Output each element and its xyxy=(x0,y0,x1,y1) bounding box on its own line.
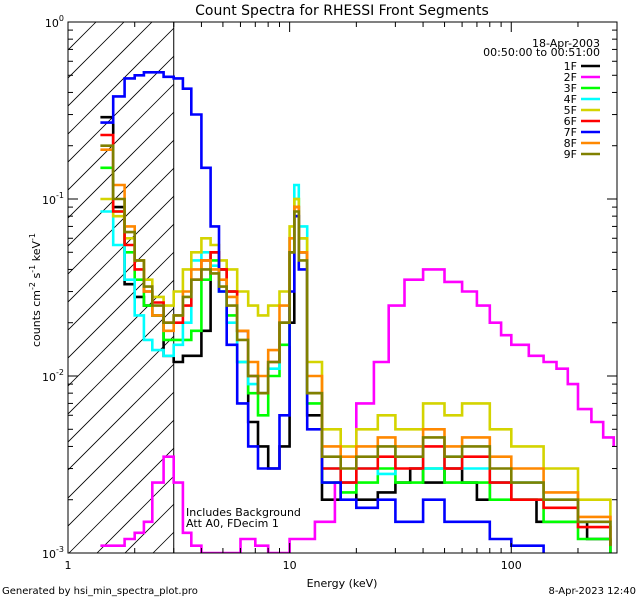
legend-label-5F: 5F xyxy=(564,104,577,117)
y-axis-label: counts cm-2 s-1 keV-1 xyxy=(28,233,43,347)
legend-label-7F: 7F xyxy=(564,126,577,139)
y-label-exp-2: -1 xyxy=(28,265,37,273)
annotation-background: Includes Background xyxy=(186,506,301,519)
y-label-mid-2: keV xyxy=(30,241,43,265)
time-range-label: 00:50:00 to 00:51:00 xyxy=(483,46,600,59)
footer-timestamp: 8-Apr-2023 12:40 xyxy=(549,586,636,597)
legend-label-8F: 8F xyxy=(564,137,577,150)
annotation-attenuator: Att A0, FDecim 1 xyxy=(186,517,279,530)
legend-label-4F: 4F xyxy=(564,93,577,106)
hatch-line xyxy=(68,22,209,163)
series-line-7F xyxy=(100,71,545,553)
plot-frame xyxy=(67,21,618,554)
legend-label-2F: 2F xyxy=(564,71,577,84)
y-label-exp-1: -2 xyxy=(28,282,37,290)
legend-label-1F: 1F xyxy=(564,60,577,73)
x-axis-label: Energy (keV) xyxy=(307,577,378,590)
x-axis: 1 10 100 xyxy=(65,22,618,572)
hatch-line xyxy=(68,22,125,79)
y-label-base: counts cm xyxy=(30,290,43,347)
y-label-mid-1: s xyxy=(30,272,43,281)
x-tick-label: 10 xyxy=(283,559,297,572)
y-tick-label: 100 xyxy=(45,14,64,30)
legend-label-3F: 3F xyxy=(564,82,577,95)
y-axis: 100 10-1 10-2 10-3 xyxy=(42,14,617,561)
y-tick-label: 10-1 xyxy=(42,191,64,207)
legend-label-6F: 6F xyxy=(564,115,577,128)
legend-label-9F: 9F xyxy=(564,148,577,161)
hatch-line xyxy=(68,22,181,135)
hatch-line xyxy=(68,22,97,51)
series-lines xyxy=(100,71,615,553)
y-tick-label: 10-2 xyxy=(42,368,64,384)
series-line-9F xyxy=(100,144,612,546)
footer-generated-by: Generated by hsi_min_spectra_plot.pro xyxy=(2,586,198,597)
date-label: 18-Apr-2003 xyxy=(532,37,600,50)
x-tick-label: 100 xyxy=(501,559,522,572)
hatch-line xyxy=(68,22,153,107)
x-tick-label: 1 xyxy=(65,559,72,572)
series-line-2F xyxy=(100,268,615,553)
y-label-exp-3: -1 xyxy=(28,233,37,241)
hatch-line xyxy=(68,22,237,191)
chart-title: Count Spectra for RHESSI Front Segments xyxy=(195,3,489,19)
y-tick-label: 10-3 xyxy=(42,545,64,561)
